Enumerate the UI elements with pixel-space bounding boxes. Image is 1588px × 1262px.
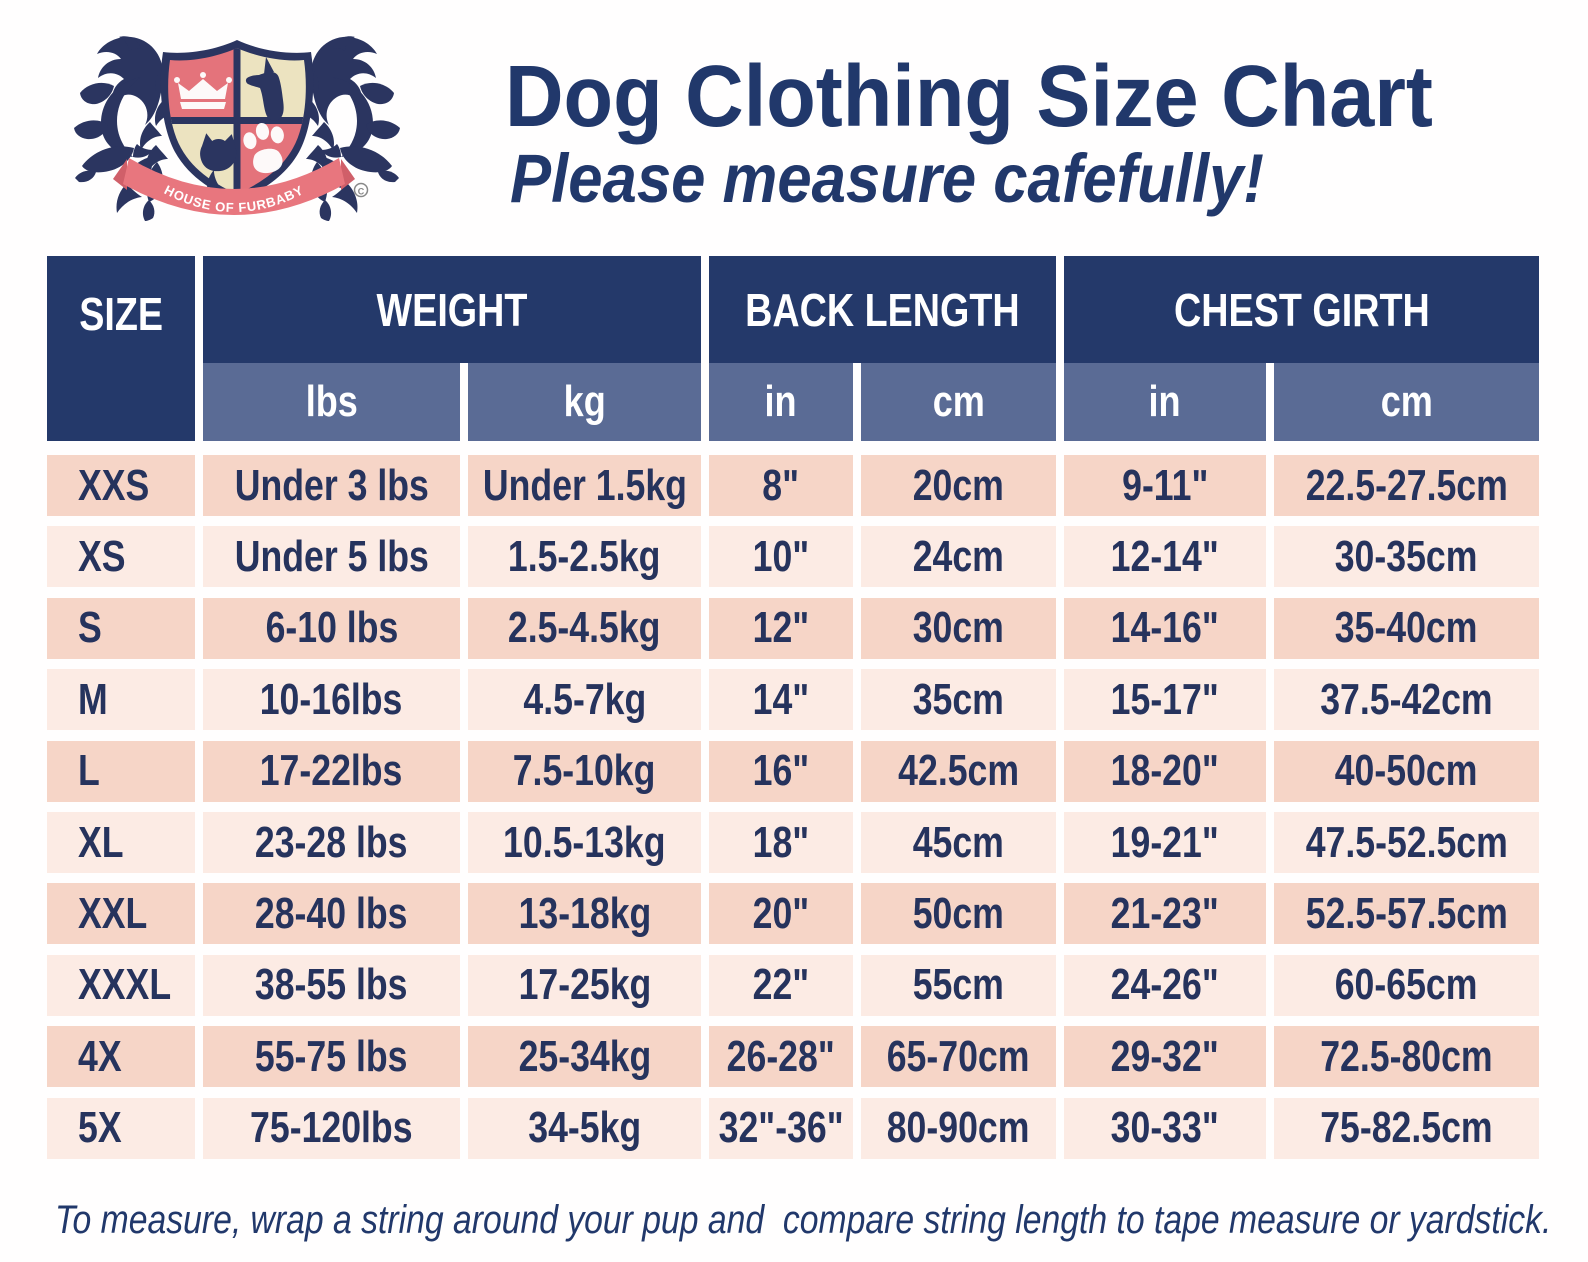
svg-text:C: C — [358, 187, 365, 197]
